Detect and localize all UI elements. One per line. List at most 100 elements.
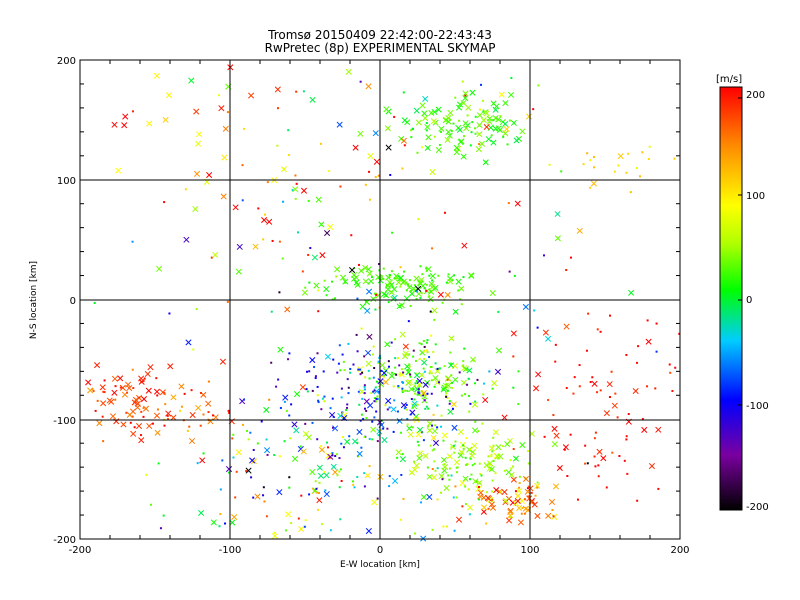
data-point-dot — [423, 396, 426, 399]
data-point-dot — [91, 388, 94, 391]
data-point-dot — [347, 386, 350, 389]
data-point-dot — [372, 376, 375, 379]
data-point-dot — [454, 440, 457, 443]
data-point-dot — [277, 378, 280, 381]
data-point-dot — [376, 497, 379, 500]
data-point-dot — [371, 353, 374, 356]
data-point-cross — [498, 91, 505, 98]
data-point-cross — [261, 217, 268, 224]
data-point-cross — [522, 475, 530, 483]
data-point-dot — [356, 475, 359, 478]
data-point-dot — [425, 283, 428, 286]
data-point-dot — [448, 117, 451, 120]
data-point-cross — [427, 296, 434, 303]
data-point-dot — [357, 368, 360, 371]
data-point-dot — [102, 440, 105, 443]
data-point-cross — [140, 395, 148, 403]
data-point-cross — [440, 386, 447, 393]
data-point-dot — [474, 115, 477, 118]
data-point-dot — [428, 372, 431, 375]
data-point-dot — [492, 444, 495, 447]
data-point-dot — [589, 381, 592, 384]
data-point-dot — [119, 386, 122, 389]
data-point-dot — [488, 370, 491, 373]
data-point-cross — [121, 122, 128, 129]
data-point-dot — [265, 438, 268, 441]
data-point-cross — [405, 379, 412, 386]
data-point-cross — [130, 430, 137, 437]
data-point-dot — [420, 292, 423, 295]
data-point-dot — [402, 381, 405, 384]
data-point-dot — [375, 400, 378, 403]
data-point-dot — [242, 398, 245, 401]
data-point-dot — [271, 239, 274, 242]
data-point-dot — [460, 303, 463, 306]
data-point-dot — [436, 404, 439, 407]
data-point-dot — [625, 171, 628, 174]
data-point-dot — [474, 127, 477, 130]
data-point-dot — [433, 448, 436, 451]
data-point-dot — [446, 378, 449, 381]
data-point-dot — [386, 427, 389, 430]
data-point-dot — [316, 394, 319, 397]
data-point-cross — [189, 411, 196, 419]
data-point-dot — [469, 457, 472, 460]
data-point-dot — [533, 309, 536, 312]
data-point-dot — [497, 310, 500, 313]
data-point-dot — [262, 486, 265, 489]
data-point-dot — [618, 455, 621, 458]
data-point-dot — [451, 279, 454, 282]
plot-frame — [79, 59, 681, 540]
data-point-dot — [584, 444, 587, 447]
data-point-cross — [206, 171, 213, 179]
data-point-cross — [476, 112, 483, 119]
data-point-cross — [437, 291, 444, 298]
data-point-dot — [420, 501, 423, 504]
data-point-dot — [162, 514, 165, 517]
data-point-dot — [325, 294, 328, 297]
data-point-dot — [510, 76, 513, 79]
data-point-cross — [468, 272, 475, 279]
data-point-cross — [415, 431, 422, 438]
data-point-dot — [674, 366, 677, 369]
data-point-dot — [382, 374, 385, 377]
data-point-dot — [445, 392, 448, 395]
data-point-dot — [415, 298, 418, 301]
data-point-cross — [370, 426, 377, 433]
data-point-dot — [572, 392, 575, 395]
data-point-dot — [219, 488, 222, 491]
data-point-dot — [340, 387, 343, 390]
data-point-dot — [433, 135, 436, 138]
data-point-dot — [196, 462, 199, 465]
data-point-dot — [94, 409, 97, 412]
data-point-cross — [392, 477, 399, 484]
data-point-dot — [415, 380, 418, 383]
data-point-dot — [342, 446, 345, 449]
data-point-dot — [425, 129, 428, 132]
data-point-cross — [485, 136, 492, 143]
data-point-dot — [368, 170, 371, 173]
data-point-cross — [417, 426, 424, 434]
data-point-dot — [184, 188, 187, 191]
data-point-dot — [334, 455, 337, 458]
data-point-cross — [551, 425, 558, 432]
data-point-cross — [482, 396, 489, 404]
data-point-cross — [466, 367, 473, 374]
data-point-cross — [628, 289, 635, 296]
data-point-cross — [330, 463, 337, 470]
data-point-cross — [373, 158, 380, 165]
data-point-cross — [413, 107, 420, 114]
data-point-dot — [331, 452, 334, 455]
data-point-dot — [347, 392, 350, 395]
data-point-cross — [165, 410, 172, 417]
data-point-dot — [513, 274, 516, 277]
data-point-cross — [309, 357, 316, 364]
data-point-cross — [263, 406, 270, 414]
data-point-cross — [431, 428, 438, 435]
data-point-dot — [502, 135, 505, 138]
data-point-dot — [226, 111, 229, 114]
data-point-dot — [428, 356, 431, 359]
data-point-dot — [596, 391, 599, 394]
data-point-dot — [454, 485, 457, 488]
data-point-cross — [432, 439, 440, 447]
